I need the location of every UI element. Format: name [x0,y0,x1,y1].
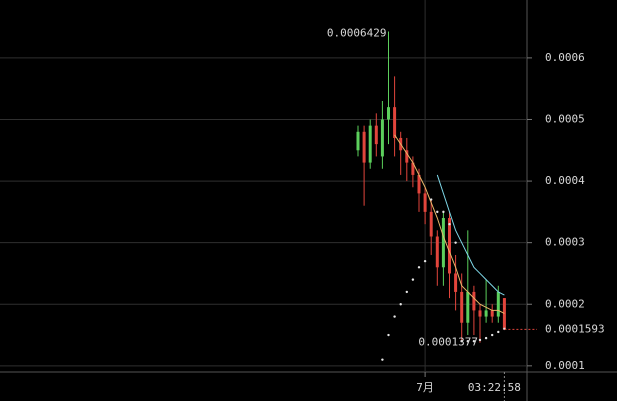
candle-body [502,298,506,330]
candle-body [362,131,366,163]
candle-body [435,236,439,268]
sar-dot [472,340,476,343]
candle-body [466,291,470,323]
sar-dot [491,333,494,337]
sar-dot [399,303,402,306]
y-tick-label: 0.0001 [545,359,585,372]
last-price-box [539,321,617,338]
sar-dot [497,330,500,334]
x-tick-label: 7月 [416,381,434,394]
sar-dot [448,222,451,226]
sar-dot [436,210,439,214]
min-label: 0.0001377 [418,336,478,349]
y-tick-label: 0.0006 [545,51,585,64]
candle-body [441,218,445,268]
candle-body [454,273,458,292]
candle-body [393,107,397,138]
sar-dot [381,358,384,361]
sar-dot [423,259,427,263]
sar-dot [393,315,396,318]
ma-line [436,174,505,296]
sar-dot [466,340,469,343]
candle-body [417,174,421,194]
sar-dot [405,290,408,294]
candle-body [356,131,360,151]
sar-dot [387,333,390,337]
candle-body [380,119,384,157]
sar-dot [430,198,433,201]
y-tick-label: 0.0004 [545,174,585,187]
candle-body [423,193,427,212]
candle-body [478,310,482,317]
sar-dot [460,340,463,343]
crosshair-label: 03:22:58 [468,381,521,394]
y-tick-label: 0.0003 [545,236,585,249]
sar-dot [411,278,415,281]
sar-dot [454,241,457,244]
ma-line [394,134,505,314]
candle-body [387,107,390,120]
candle-body [411,162,415,175]
last-price-label: 0.0001593 [545,322,605,335]
candle-body [429,211,433,237]
candle-body [405,150,409,163]
candle-body [460,291,464,323]
candle-body [496,291,500,317]
candle-body [448,218,451,274]
candle-body [472,291,476,311]
candle-body [374,125,378,145]
max-label: 0.0006429 [327,26,387,39]
sar-dot [484,336,488,340]
candle-body [490,310,494,317]
candle-body [368,125,372,163]
y-tick-label: 0.0005 [545,112,585,125]
candle-body [484,310,488,317]
sar-dot [478,338,482,342]
sar-dot [417,266,421,269]
y-tick-label: 0.0002 [545,297,585,310]
sar-dot [442,210,445,214]
